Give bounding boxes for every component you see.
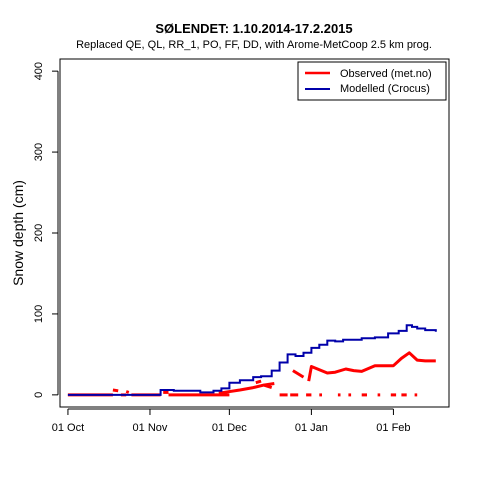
y-tick-label: 400 — [33, 62, 45, 80]
legend-label-modelled: Modelled (Crocus) — [340, 83, 430, 95]
series-segment-observed — [125, 390, 130, 394]
series-segment-observed — [255, 379, 262, 385]
chart-subtitle: Replaced QE, QL, RR_1, PO, FF, DD, with … — [76, 39, 432, 51]
series-segment-observed — [307, 351, 436, 382]
legend-label-observed: Observed (met.no) — [340, 68, 432, 80]
series-layer — [67, 324, 437, 397]
x-tick-label: 01 Dec — [212, 422, 247, 434]
legend-box — [297, 61, 447, 101]
series-segment-observed — [292, 369, 305, 379]
y-tick-label: 300 — [33, 143, 45, 161]
x-tick-label: 01 Jan — [295, 422, 328, 434]
y-axis-label: Snow depth (cm) — [10, 180, 26, 286]
chart-title: SØLENDET: 1.10.2014-17.2.2015 — [155, 21, 352, 36]
y-tick-label: 200 — [33, 224, 45, 242]
legend: Observed (met.no) Modelled (Crocus) — [297, 61, 447, 101]
series-segment-observed — [263, 382, 275, 387]
series-segment-observed — [112, 388, 119, 393]
series-line-modelled — [67, 324, 437, 396]
axes-layer: 01 Oct 01 Nov 01 Dec 01 Jan 01 Feb 0 100 200 300… — [33, 62, 411, 434]
x-tick-label: 01 Oct — [52, 422, 84, 434]
plot-frame — [59, 58, 450, 408]
y-tick-label: 0 — [33, 392, 45, 398]
x-tick-label: 01 Nov — [133, 422, 168, 434]
y-tick-label: 100 — [33, 305, 45, 323]
x-tick-label: 01 Feb — [376, 422, 410, 434]
